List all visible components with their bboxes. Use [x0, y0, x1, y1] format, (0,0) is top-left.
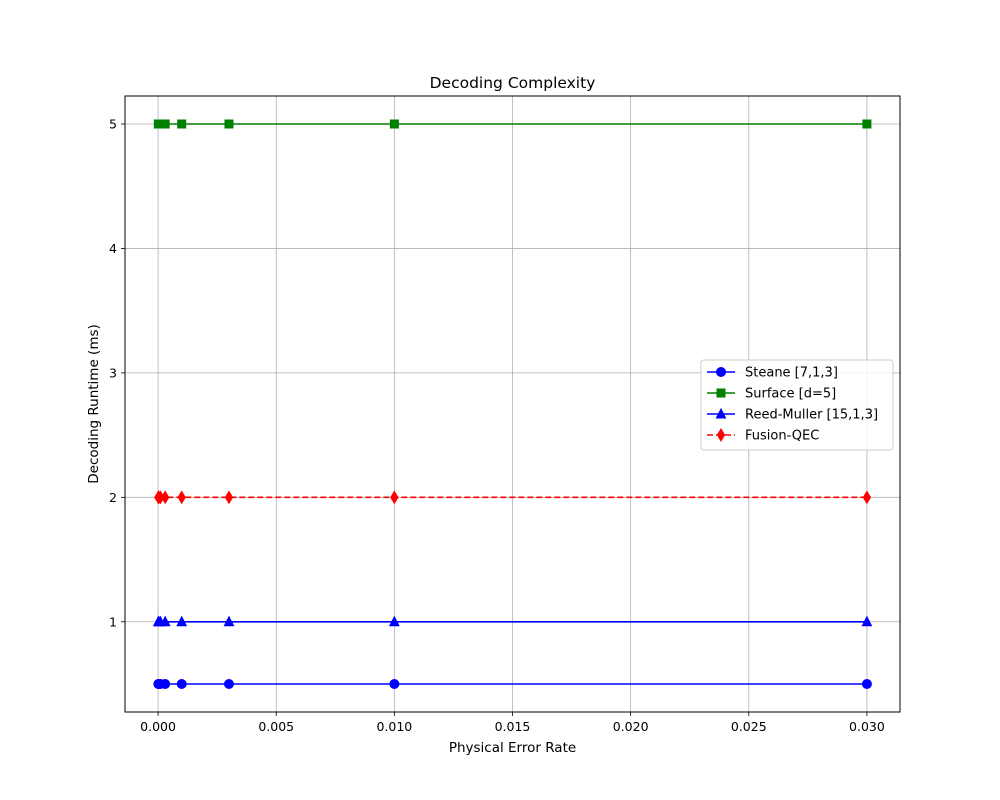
legend-label: Surface [d=5] — [745, 387, 836, 402]
data-point — [388, 615, 400, 627]
series-group — [154, 490, 872, 505]
series-layer — [152, 119, 873, 689]
series-group — [152, 615, 873, 627]
data-point — [389, 679, 400, 689]
x-tick-label: 0.010 — [376, 719, 412, 734]
data-point — [224, 119, 234, 129]
y-tick-label: 4 — [109, 241, 117, 256]
legend-item: Fusion-QEC — [707, 428, 819, 444]
ticks: 0.000 0.005 0.010 0.015 0.020 0.025 0.030 1 2 3 4 5 — [109, 117, 885, 735]
data-point — [176, 679, 187, 689]
data-point — [160, 490, 170, 505]
data-point — [177, 490, 186, 505]
x-tick-label: 0.020 — [613, 719, 649, 734]
legend-item: Surface [d=5] — [707, 387, 836, 402]
legend-label: Reed-Muller [15,1,3] — [745, 408, 878, 423]
legend-marker — [716, 428, 726, 442]
legend-marker — [716, 367, 726, 377]
data-point — [159, 615, 171, 627]
legend-label: Steane [7,1,3] — [745, 366, 838, 381]
data-point — [861, 615, 873, 627]
series-group — [153, 119, 872, 129]
data-point — [224, 490, 234, 505]
legend-marker — [716, 388, 726, 398]
legend-label: Fusion-QEC — [745, 429, 819, 444]
y-tick-label: 5 — [109, 117, 117, 132]
data-point — [176, 615, 188, 627]
data-point — [160, 679, 171, 689]
x-axis-label: Physical Error Rate — [449, 740, 576, 756]
legend-box — [700, 359, 894, 451]
x-tick-label: 0.030 — [849, 719, 885, 734]
y-axis-label: Decoding Runtime (ms) — [86, 324, 102, 484]
data-point — [177, 119, 187, 129]
x-tick-label: 0.005 — [258, 719, 294, 734]
data-point — [862, 490, 872, 505]
legend: Steane [7,1,3] Surface [d=5] Reed-Muller [… — [700, 359, 894, 451]
y-tick-label: 1 — [109, 614, 117, 629]
chart-title: Decoding Complexity — [430, 74, 596, 92]
legend-item: Reed-Muller [15,1,3] — [707, 408, 878, 423]
data-point — [861, 679, 872, 689]
series-group — [153, 679, 872, 689]
data-point — [223, 615, 235, 627]
legend-item: Steane [7,1,3] — [707, 366, 838, 381]
data-point — [390, 490, 399, 505]
legend-marker — [715, 407, 727, 419]
x-tick-label: 0.000 — [140, 719, 176, 734]
data-point — [223, 679, 234, 689]
x-tick-label: 0.015 — [495, 719, 531, 734]
y-tick-label: 3 — [109, 365, 117, 380]
data-point — [862, 119, 872, 129]
data-point — [389, 119, 399, 129]
data-point — [160, 119, 170, 129]
y-tick-label: 2 — [109, 490, 117, 505]
x-tick-label: 0.025 — [731, 719, 767, 734]
